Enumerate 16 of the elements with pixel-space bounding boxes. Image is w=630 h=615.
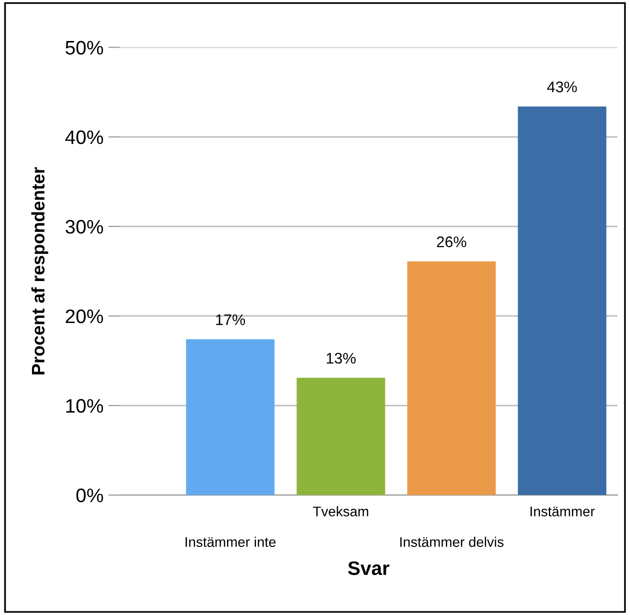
data-label: 13% (326, 352, 356, 364)
x-tick-label: Instämmer delvis (400, 536, 504, 547)
y-tick-label: 10% (66, 399, 104, 413)
y-axis-title: Procent af respondenter (31, 167, 48, 374)
x-tick-label: Instämmer (530, 506, 595, 516)
x-axis-title: Svar (348, 561, 390, 576)
data-label: 43% (547, 82, 577, 92)
x-tick-label: Instämmer inte (186, 536, 276, 547)
y-tick-label: 20% (66, 309, 104, 324)
data-label: 26% (436, 236, 466, 248)
y-tick-label: 50% (66, 40, 104, 55)
y-tick-label: 40% (65, 130, 104, 144)
x-tick-label: Tveksam (313, 506, 368, 516)
y-tick-label: 30% (66, 220, 104, 234)
y-tick-label: 0% (76, 488, 104, 502)
data-label: 17% (216, 314, 246, 326)
